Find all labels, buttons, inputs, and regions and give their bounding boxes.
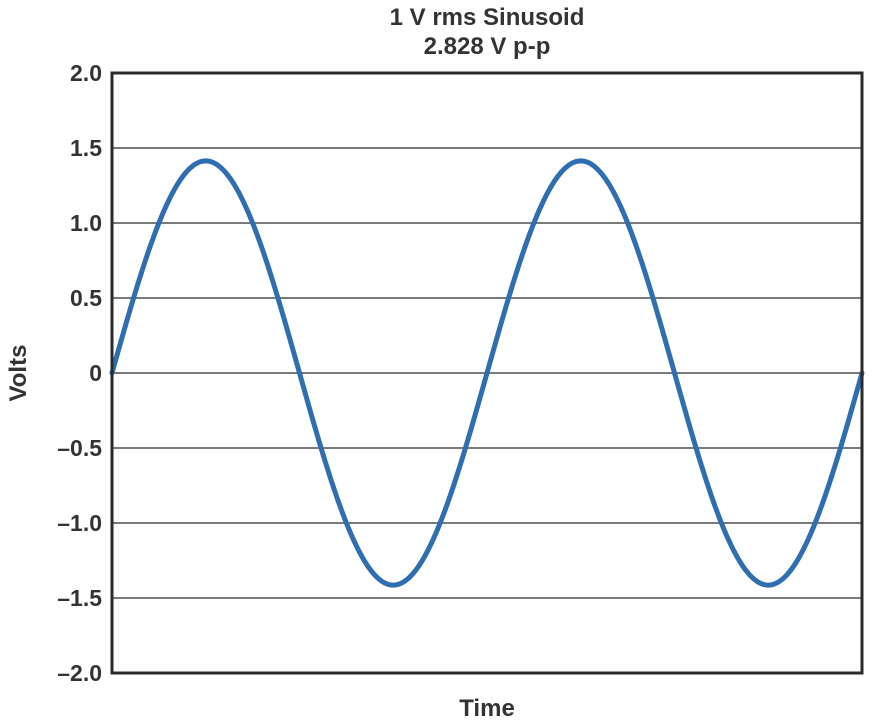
- series-line-sinusoid: [109, 158, 865, 588]
- y-tick-label: –2.0: [57, 660, 102, 686]
- y-tick-label: 0: [89, 360, 102, 386]
- y-tick-label: –1.5: [57, 585, 102, 611]
- y-tick-label: –0.5: [57, 435, 102, 461]
- y-tick-labels: 2.0 1.5 1.0 0.5 0 –0.5 –1.0 –1.5 –2.0: [57, 60, 102, 686]
- y-tick-label: 1.0: [70, 210, 102, 236]
- gridlines: [112, 147, 862, 599]
- chart-subtitle: 2.828 V p-p: [424, 33, 551, 60]
- chart-title: 1 V rms Sinusoid: [390, 4, 585, 31]
- x-axis-label: Time: [459, 695, 515, 722]
- y-tick-label: 1.5: [70, 135, 102, 161]
- plot-frame: [110, 71, 864, 675]
- y-tick-label: 2.0: [70, 60, 102, 86]
- y-axis-label: Volts: [5, 345, 32, 402]
- y-tick-label: 0.5: [70, 285, 102, 311]
- y-tick-label: –1.0: [57, 510, 102, 536]
